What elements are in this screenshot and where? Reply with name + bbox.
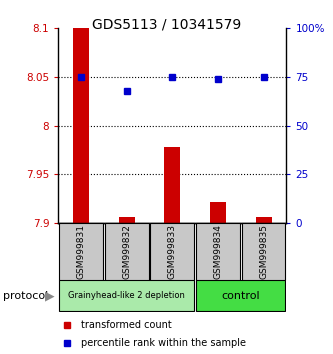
Bar [165,147,180,223]
Text: GDS5113 / 10341579: GDS5113 / 10341579 [92,18,241,32]
Bar [151,223,194,280]
Bar [196,223,240,280]
Bar [59,223,103,280]
Text: GSM999833: GSM999833 [168,224,177,279]
Bar [119,217,135,223]
Bar [242,223,285,280]
Text: GSM999832: GSM999832 [122,224,131,279]
Bar [105,223,149,280]
Text: GSM999834: GSM999834 [213,224,222,279]
Text: percentile rank within the sample: percentile rank within the sample [81,338,246,348]
Text: GSM999835: GSM999835 [259,224,268,279]
Bar [59,280,194,311]
Text: control: control [221,291,260,301]
Bar [210,202,226,223]
Text: Grainyhead-like 2 depletion: Grainyhead-like 2 depletion [68,291,185,300]
Bar [196,280,285,311]
Text: ▶: ▶ [45,289,55,302]
Text: protocol: protocol [3,291,49,301]
Bar [256,217,271,223]
Text: transformed count: transformed count [81,320,172,330]
Bar [73,28,89,223]
Text: GSM999831: GSM999831 [77,224,86,279]
